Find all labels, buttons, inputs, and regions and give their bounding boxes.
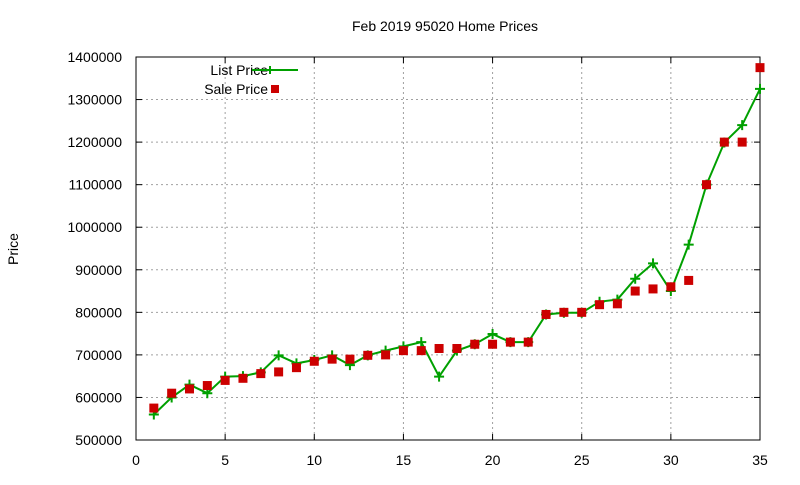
x-tick-label: 35 — [752, 452, 768, 468]
list-price-point — [737, 120, 748, 131]
x-tick-label: 15 — [396, 452, 412, 468]
y-tick-label: 1100000 — [69, 177, 123, 193]
list-price-point — [683, 239, 694, 250]
x-tick-label: 10 — [306, 452, 322, 468]
y-tick-label: 500000 — [75, 432, 122, 448]
sale-price-point — [416, 346, 426, 356]
x-tick-label: 5 — [221, 452, 229, 468]
axis-ticks: 0 5 10 15 20 25 30 35 500000 600000 700000 800000 90… — [67, 49, 768, 468]
list-price-point — [416, 337, 427, 348]
sale-price-point — [755, 63, 765, 73]
chart-title: Feb 2019 95020 Home Prices — [352, 18, 538, 34]
sale-price-point — [291, 363, 301, 373]
x-tick-label: 0 — [132, 452, 140, 468]
y-tick-label: 900000 — [75, 262, 122, 278]
sale-price-point — [309, 356, 319, 366]
sale-price-point — [327, 354, 337, 364]
list-price-point — [630, 273, 641, 284]
sale-price-point — [274, 367, 284, 377]
x-tick-label: 30 — [663, 452, 679, 468]
sale-price-point — [470, 339, 480, 349]
sale-price-point — [702, 180, 712, 190]
sale-price-point — [381, 350, 391, 360]
sale-price-point — [256, 369, 266, 379]
y-tick-label: 600000 — [75, 389, 122, 405]
y-tick-label: 1200000 — [67, 134, 122, 150]
list-price-point — [755, 83, 765, 94]
series-layer — [148, 63, 765, 420]
y-tick-label: 700000 — [75, 347, 122, 363]
sale-price-point — [737, 137, 747, 147]
sale-price-point — [559, 307, 569, 317]
sale-price-point — [345, 354, 355, 364]
sale-price-point — [577, 307, 587, 317]
y-tick-label: 800000 — [75, 304, 122, 320]
sale-price-point — [684, 275, 694, 285]
legend-label-sale-price: Sale Price — [204, 81, 268, 97]
y-tick-label: 1000000 — [67, 219, 122, 235]
y-axis-label: Price — [5, 233, 21, 265]
plot-border — [135, 56, 761, 441]
sale-price-point — [488, 339, 498, 349]
legend-label-list-price: List Price — [210, 62, 268, 78]
sale-price-point — [541, 309, 551, 319]
sale-price-point — [363, 350, 373, 360]
y-tick-label: 1300000 — [67, 92, 122, 108]
sale-price-point — [434, 344, 444, 354]
sale-price-point — [202, 381, 212, 391]
y-tick-label: 1400000 — [67, 49, 122, 65]
sale-price-point — [630, 286, 640, 296]
sale-price-point — [220, 375, 230, 385]
list-price-point — [487, 329, 498, 340]
sale-price-point — [719, 137, 729, 147]
sale-price-point — [666, 282, 676, 292]
legend-marker-sale-price — [271, 85, 279, 93]
sale-price-point — [167, 388, 177, 398]
legend-marker-list-price — [266, 66, 274, 74]
list-price-point — [434, 371, 445, 382]
list-price-point — [648, 258, 659, 269]
sale-price-point — [648, 284, 658, 294]
sale-price-point — [595, 300, 605, 310]
sale-price-point — [612, 299, 622, 309]
sale-price-point — [398, 346, 408, 356]
x-tick-label: 20 — [485, 452, 501, 468]
list-price-line — [153, 88, 761, 416]
x-tick-label: 25 — [574, 452, 590, 468]
sale-price-point — [452, 344, 462, 354]
sale-price-point — [238, 373, 248, 383]
sale-price-point — [505, 337, 515, 347]
sale-price-point — [184, 384, 194, 394]
list-price-point — [273, 350, 284, 361]
legend: List Price Sale Price — [204, 62, 298, 97]
sale-price-point — [149, 403, 159, 413]
sale-price-point — [523, 337, 533, 347]
